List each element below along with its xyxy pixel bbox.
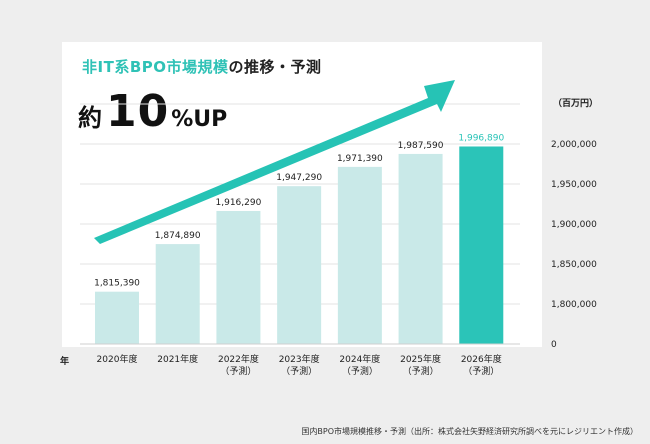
bar <box>337 166 382 344</box>
title-rest: の推移・予測 <box>228 58 322 76</box>
x-axis-label: 年 <box>60 357 70 367</box>
y-tick-label: 1,850,000 <box>551 260 597 270</box>
bar-value-label: 1,947,290 <box>276 173 322 183</box>
bar-value-label: 1,987,590 <box>398 141 444 151</box>
y-tick-label: 1,900,000 <box>551 220 597 230</box>
bar-value-label: 1,971,390 <box>337 154 383 164</box>
y-axis-unit: （百万円） <box>553 99 599 109</box>
growth-arrow <box>94 80 455 244</box>
x-tick-label: 2025年度 <box>400 353 441 365</box>
bar <box>216 210 261 344</box>
x-tick-label: 2020年度 <box>97 353 138 365</box>
headline-suffix: %UP <box>171 107 228 132</box>
bar <box>398 153 443 344</box>
bar <box>277 186 322 344</box>
y-tick-label: 2,000,000 <box>551 140 597 150</box>
x-tick-label: 2023年度 <box>279 353 320 365</box>
headline-prefix: 約 <box>78 104 102 132</box>
bar-value-label: 1,815,390 <box>94 279 140 289</box>
x-tick-label: （予測） <box>342 365 378 377</box>
headline-number: 10 <box>106 86 170 137</box>
bar <box>459 146 504 344</box>
y-tick-label: 1,950,000 <box>551 180 597 190</box>
chart-title: 非IT系BPO市場規模の推移・予測 <box>82 56 322 77</box>
x-tick-label: （予測） <box>220 365 256 377</box>
bar-value-label: 1,916,290 <box>216 198 262 208</box>
x-tick-label: 2026年度 <box>461 353 502 365</box>
bar <box>155 244 200 344</box>
x-tick-label: 2024年度 <box>339 353 380 365</box>
y-tick-label-zero: 0 <box>551 340 557 350</box>
bar-value-label: 1,996,890 <box>458 133 504 143</box>
x-tick-label: （予測） <box>403 365 439 377</box>
bar <box>95 291 139 344</box>
x-tick-label: 2021年度 <box>157 353 198 365</box>
bar-value-label: 1,874,890 <box>155 231 201 241</box>
growth-headline: 約 10 %UP <box>78 86 227 137</box>
x-tick-label: （予測） <box>463 365 499 377</box>
source-note: 国内BPO市場規模推移・予測（出所：株式会社矢野経済研究所調べを元にレジリエント… <box>301 427 638 436</box>
x-tick-label: （予測） <box>281 365 317 377</box>
title-accent: 非IT系BPO市場規模 <box>82 58 229 76</box>
x-tick-label: 2022年度 <box>218 353 259 365</box>
y-tick-label: 1,800,000 <box>551 300 597 310</box>
